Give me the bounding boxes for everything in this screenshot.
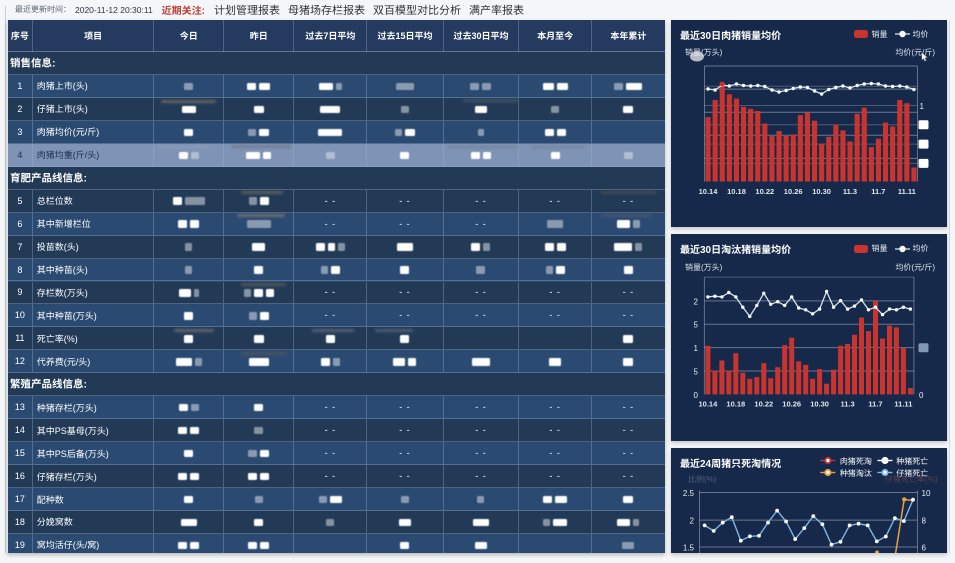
svg-text:0: 0 — [694, 391, 699, 400]
svg-text:0: 0 — [919, 391, 924, 400]
svg-text:2.5: 2.5 — [683, 489, 695, 498]
svg-text:10.14: 10.14 — [699, 187, 719, 196]
svg-text:11.7: 11.7 — [868, 400, 882, 409]
svg-text:2: 2 — [694, 298, 699, 307]
svg-text:11.3: 11.3 — [841, 400, 855, 409]
svg-text:8: 8 — [922, 516, 927, 525]
svg-text:1: 1 — [694, 344, 699, 353]
svg-text:5: 5 — [694, 321, 699, 330]
svg-text:10.18: 10.18 — [726, 400, 745, 409]
svg-text:10.30: 10.30 — [810, 400, 829, 409]
svg-text:11.3: 11.3 — [843, 187, 857, 196]
svg-text:11.11: 11.11 — [894, 400, 912, 409]
svg-text:10.18: 10.18 — [727, 187, 746, 196]
svg-text:10.14: 10.14 — [699, 400, 719, 409]
svg-text:2: 2 — [690, 516, 695, 525]
svg-text:10.22: 10.22 — [754, 400, 773, 409]
svg-text:11.11: 11.11 — [898, 187, 916, 196]
svg-text:1: 1 — [920, 102, 925, 111]
svg-text:10: 10 — [922, 489, 931, 498]
svg-text:1.5: 1.5 — [683, 543, 695, 552]
svg-text:10.26: 10.26 — [782, 400, 801, 409]
svg-text:6: 6 — [922, 543, 927, 552]
svg-text:10.30: 10.30 — [812, 187, 831, 196]
svg-text:10.26: 10.26 — [784, 187, 803, 196]
svg-text:11.7: 11.7 — [871, 187, 885, 196]
svg-text:5: 5 — [694, 368, 699, 377]
svg-text:10.22: 10.22 — [755, 187, 774, 196]
